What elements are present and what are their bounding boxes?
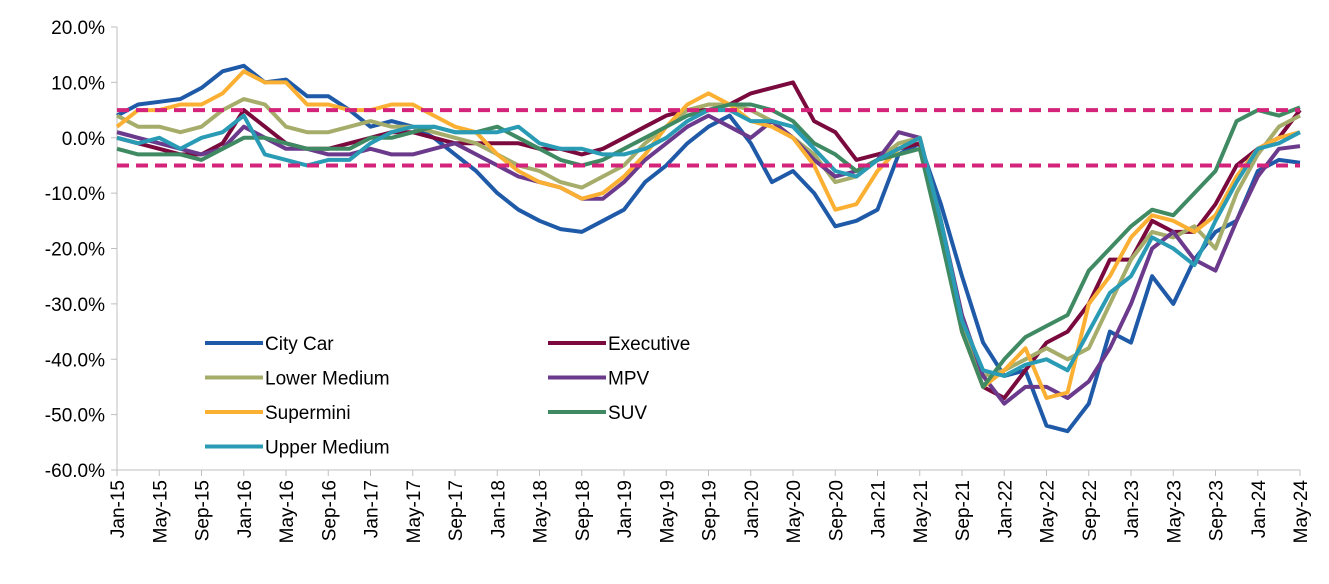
x-tick-label: Jan-23 <box>1122 480 1143 538</box>
x-tick-label: May-17 <box>404 480 425 543</box>
legend-label: Upper Medium <box>265 438 390 459</box>
legend-label: City Car <box>265 334 334 355</box>
y-tick-label: 10.0% <box>51 73 105 94</box>
x-tick-label: Jan-18 <box>488 480 509 538</box>
x-tick-label: Jan-19 <box>615 480 636 538</box>
legend-label: MPV <box>608 369 650 390</box>
x-tick-label: Sep-20 <box>826 480 847 541</box>
x-tick-label: Jan-16 <box>235 480 256 538</box>
x-tick-label: May-19 <box>657 480 678 543</box>
series-line <box>115 69 1301 400</box>
y-tick-label: -30.0% <box>45 295 105 316</box>
x-tick-label: May-24 <box>1291 480 1312 544</box>
x-tick-label: May-23 <box>1164 480 1185 543</box>
x-tick-label: Sep-17 <box>446 480 467 541</box>
x-tick-label: Sep-15 <box>193 480 214 541</box>
x-tick-label: Sep-18 <box>573 480 594 541</box>
x-tick-label: Jan-24 <box>1249 480 1270 539</box>
x-tick-label: May-18 <box>531 480 552 543</box>
y-tick-label: -50.0% <box>45 406 105 427</box>
x-tick-label: Sep-23 <box>1207 480 1228 541</box>
x-tick-label: May-16 <box>277 480 298 543</box>
legend-label: SUV <box>608 403 647 424</box>
legend-label: Executive <box>608 334 690 355</box>
y-tick-label: -60.0% <box>45 461 105 482</box>
x-tick-label: Jan-20 <box>742 480 763 538</box>
y-tick-label: 20.0% <box>51 18 105 39</box>
legend-label: Lower Medium <box>265 369 390 390</box>
y-tick-label: -40.0% <box>45 350 105 371</box>
x-tick-label: Jan-17 <box>362 480 383 538</box>
x-tick-label: Jan-21 <box>869 480 890 538</box>
x-tick-label: Jan-22 <box>995 480 1016 538</box>
x-tick-label: Sep-16 <box>319 480 340 541</box>
x-tick-label: Sep-19 <box>700 480 721 541</box>
y-tick-label: -20.0% <box>45 240 105 261</box>
legend-label: Supermini <box>265 403 351 424</box>
x-tick-label: May-20 <box>784 480 805 543</box>
y-tick-label: -10.0% <box>45 184 105 205</box>
y-tick-label: 0.0% <box>62 129 105 150</box>
x-tick-label: May-22 <box>1038 480 1059 543</box>
x-tick-label: Sep-22 <box>1080 480 1101 541</box>
x-tick-label: May-21 <box>911 480 932 543</box>
x-tick-label: Sep-21 <box>953 480 974 541</box>
x-tick-label: May-15 <box>150 480 171 543</box>
x-tick-label: Jan-15 <box>108 480 129 538</box>
series-line <box>116 97 1301 378</box>
